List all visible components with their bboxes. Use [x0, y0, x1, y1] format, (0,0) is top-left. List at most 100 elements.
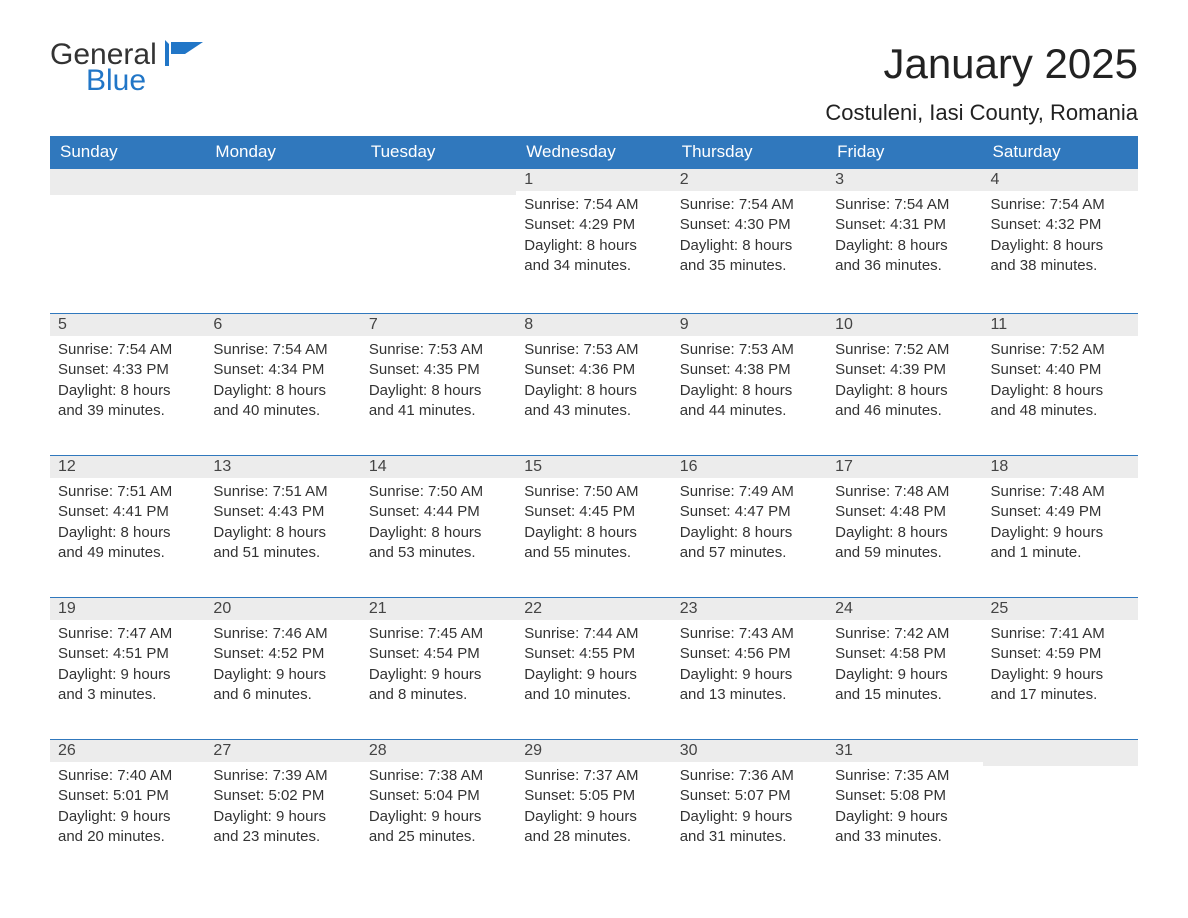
sunrise-line: Sunrise: 7:38 AM: [369, 766, 508, 786]
sunset-line: Sunset: 5:04 PM: [369, 786, 508, 806]
day-details: Sunrise: 7:37 AMSunset: 5:05 PMDaylight:…: [516, 762, 671, 881]
sunset-line: Sunset: 4:47 PM: [680, 502, 819, 522]
day-number: 5: [50, 314, 205, 336]
day-number: 29: [516, 740, 671, 762]
day-number: 1: [516, 169, 671, 191]
daylight-line: Daylight: 8 hours and 49 minutes.: [58, 523, 197, 564]
calendar-day-cell: 13Sunrise: 7:51 AMSunset: 4:43 PMDayligh…: [205, 456, 360, 598]
sunset-line: Sunset: 4:34 PM: [213, 360, 352, 380]
calendar-week-row: 5Sunrise: 7:54 AMSunset: 4:33 PMDaylight…: [50, 314, 1138, 456]
day-number: 24: [827, 598, 982, 620]
day-number: 22: [516, 598, 671, 620]
sunrise-line: Sunrise: 7:52 AM: [835, 340, 974, 360]
sunrise-line: Sunrise: 7:47 AM: [58, 624, 197, 644]
calendar-day-cell: [50, 169, 205, 314]
calendar-body: 1Sunrise: 7:54 AMSunset: 4:29 PMDaylight…: [50, 169, 1138, 885]
daylight-line: Daylight: 8 hours and 53 minutes.: [369, 523, 508, 564]
day-number: [361, 169, 516, 195]
calendar-week-row: 12Sunrise: 7:51 AMSunset: 4:41 PMDayligh…: [50, 456, 1138, 598]
weekday-header: Tuesday: [361, 136, 516, 169]
daylight-line: Daylight: 9 hours and 10 minutes.: [524, 665, 663, 706]
daylight-line: Daylight: 8 hours and 34 minutes.: [524, 236, 663, 277]
sunset-line: Sunset: 4:38 PM: [680, 360, 819, 380]
calendar-day-cell: 6Sunrise: 7:54 AMSunset: 4:34 PMDaylight…: [205, 314, 360, 456]
calendar-day-cell: 19Sunrise: 7:47 AMSunset: 4:51 PMDayligh…: [50, 598, 205, 740]
calendar-day-cell: 16Sunrise: 7:49 AMSunset: 4:47 PMDayligh…: [672, 456, 827, 598]
day-number: 14: [361, 456, 516, 478]
sunset-line: Sunset: 5:07 PM: [680, 786, 819, 806]
sunrise-line: Sunrise: 7:36 AM: [680, 766, 819, 786]
sunrise-line: Sunrise: 7:48 AM: [835, 482, 974, 502]
daylight-line: Daylight: 9 hours and 13 minutes.: [680, 665, 819, 706]
sunset-line: Sunset: 4:48 PM: [835, 502, 974, 522]
calendar-day-cell: [361, 169, 516, 314]
calendar-day-cell: [205, 169, 360, 314]
weekday-header: Friday: [827, 136, 982, 169]
day-number: 27: [205, 740, 360, 762]
sunset-line: Sunset: 4:33 PM: [58, 360, 197, 380]
calendar-day-cell: 2Sunrise: 7:54 AMSunset: 4:30 PMDaylight…: [672, 169, 827, 314]
calendar-day-cell: [983, 740, 1138, 885]
sunrise-line: Sunrise: 7:42 AM: [835, 624, 974, 644]
calendar-day-cell: 26Sunrise: 7:40 AMSunset: 5:01 PMDayligh…: [50, 740, 205, 885]
weekday-header: Thursday: [672, 136, 827, 169]
sunset-line: Sunset: 4:43 PM: [213, 502, 352, 522]
sunrise-line: Sunrise: 7:43 AM: [680, 624, 819, 644]
sunset-line: Sunset: 4:52 PM: [213, 644, 352, 664]
daylight-line: Daylight: 9 hours and 15 minutes.: [835, 665, 974, 706]
sunrise-line: Sunrise: 7:40 AM: [58, 766, 197, 786]
calendar-day-cell: 30Sunrise: 7:36 AMSunset: 5:07 PMDayligh…: [672, 740, 827, 885]
sunset-line: Sunset: 4:31 PM: [835, 215, 974, 235]
day-number: 16: [672, 456, 827, 478]
daylight-line: Daylight: 8 hours and 36 minutes.: [835, 236, 974, 277]
page-title: January 2025: [825, 40, 1138, 88]
calendar-day-cell: 20Sunrise: 7:46 AMSunset: 4:52 PMDayligh…: [205, 598, 360, 740]
day-details: Sunrise: 7:54 AMSunset: 4:32 PMDaylight:…: [983, 191, 1138, 310]
day-number: [50, 169, 205, 195]
calendar-week-row: 19Sunrise: 7:47 AMSunset: 4:51 PMDayligh…: [50, 598, 1138, 740]
day-details: Sunrise: 7:47 AMSunset: 4:51 PMDaylight:…: [50, 620, 205, 739]
day-number: 21: [361, 598, 516, 620]
daylight-line: Daylight: 8 hours and 39 minutes.: [58, 381, 197, 422]
day-details: [361, 195, 516, 313]
sunrise-line: Sunrise: 7:51 AM: [213, 482, 352, 502]
sunset-line: Sunset: 5:01 PM: [58, 786, 197, 806]
day-number: 26: [50, 740, 205, 762]
day-details: [205, 195, 360, 313]
sunset-line: Sunset: 4:44 PM: [369, 502, 508, 522]
day-details: Sunrise: 7:48 AMSunset: 4:49 PMDaylight:…: [983, 478, 1138, 597]
calendar-day-cell: 27Sunrise: 7:39 AMSunset: 5:02 PMDayligh…: [205, 740, 360, 885]
sunrise-line: Sunrise: 7:45 AM: [369, 624, 508, 644]
day-details: Sunrise: 7:52 AMSunset: 4:40 PMDaylight:…: [983, 336, 1138, 455]
calendar-day-cell: 29Sunrise: 7:37 AMSunset: 5:05 PMDayligh…: [516, 740, 671, 885]
daylight-line: Daylight: 9 hours and 33 minutes.: [835, 807, 974, 848]
daylight-line: Daylight: 8 hours and 57 minutes.: [680, 523, 819, 564]
calendar-day-cell: 9Sunrise: 7:53 AMSunset: 4:38 PMDaylight…: [672, 314, 827, 456]
day-number: [983, 740, 1138, 766]
sunset-line: Sunset: 4:49 PM: [991, 502, 1130, 522]
sunset-line: Sunset: 4:54 PM: [369, 644, 508, 664]
calendar-week-row: 1Sunrise: 7:54 AMSunset: 4:29 PMDaylight…: [50, 169, 1138, 314]
day-details: Sunrise: 7:50 AMSunset: 4:44 PMDaylight:…: [361, 478, 516, 597]
day-details: Sunrise: 7:52 AMSunset: 4:39 PMDaylight:…: [827, 336, 982, 455]
calendar-day-cell: 18Sunrise: 7:48 AMSunset: 4:49 PMDayligh…: [983, 456, 1138, 598]
sunrise-line: Sunrise: 7:54 AM: [524, 195, 663, 215]
day-details: Sunrise: 7:54 AMSunset: 4:30 PMDaylight:…: [672, 191, 827, 310]
daylight-line: Daylight: 8 hours and 38 minutes.: [991, 236, 1130, 277]
day-details: Sunrise: 7:45 AMSunset: 4:54 PMDaylight:…: [361, 620, 516, 739]
calendar-day-cell: 31Sunrise: 7:35 AMSunset: 5:08 PMDayligh…: [827, 740, 982, 885]
header-row: General Blue January 2025 Costuleni, Ias…: [50, 40, 1138, 136]
calendar-page: General Blue January 2025 Costuleni, Ias…: [0, 0, 1188, 914]
daylight-line: Daylight: 9 hours and 31 minutes.: [680, 807, 819, 848]
day-number: [205, 169, 360, 195]
day-details: Sunrise: 7:50 AMSunset: 4:45 PMDaylight:…: [516, 478, 671, 597]
day-details: Sunrise: 7:54 AMSunset: 4:31 PMDaylight:…: [827, 191, 982, 310]
day-details: Sunrise: 7:40 AMSunset: 5:01 PMDaylight:…: [50, 762, 205, 881]
sunset-line: Sunset: 5:08 PM: [835, 786, 974, 806]
sunset-line: Sunset: 5:02 PM: [213, 786, 352, 806]
sunrise-line: Sunrise: 7:37 AM: [524, 766, 663, 786]
day-details: Sunrise: 7:36 AMSunset: 5:07 PMDaylight:…: [672, 762, 827, 881]
daylight-line: Daylight: 8 hours and 41 minutes.: [369, 381, 508, 422]
day-details: Sunrise: 7:51 AMSunset: 4:43 PMDaylight:…: [205, 478, 360, 597]
calendar-day-cell: 12Sunrise: 7:51 AMSunset: 4:41 PMDayligh…: [50, 456, 205, 598]
